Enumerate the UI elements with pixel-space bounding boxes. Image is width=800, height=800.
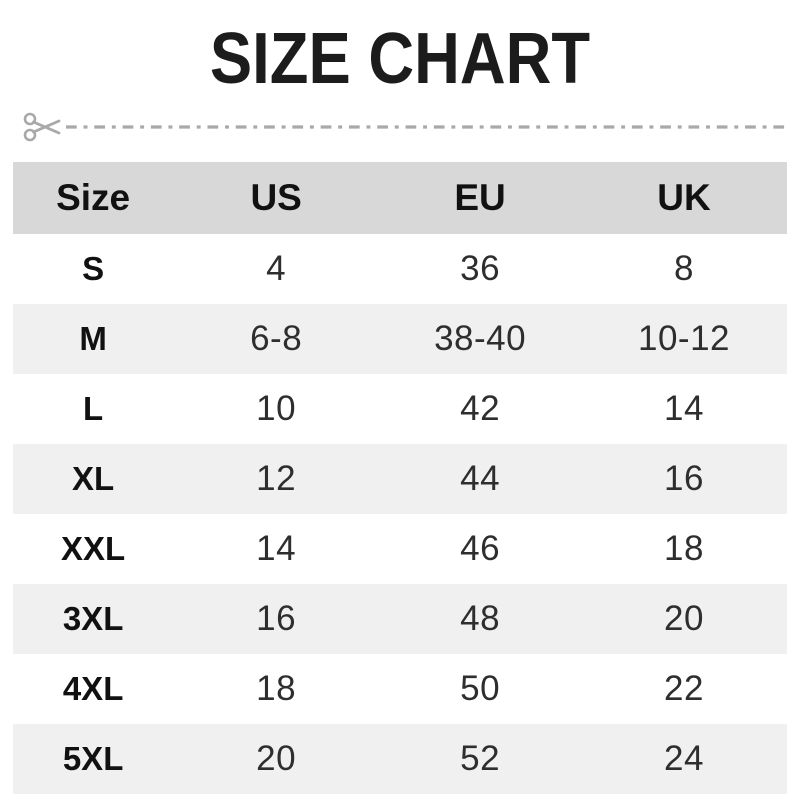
uk-value: 10-12 (638, 319, 731, 358)
table-row-4xl: 4XL 18 50 22 (13, 654, 787, 724)
us-value: 4 (266, 249, 287, 288)
uk-value: 18 (664, 529, 704, 568)
uk-value: 20 (664, 599, 704, 638)
table-row-s: S 4 36 8 (13, 234, 787, 304)
cut-line (22, 106, 788, 148)
eu-value: 48 (460, 599, 501, 638)
uk-value: 16 (664, 459, 704, 498)
size-chart-table: Size US EU UK S 4 36 8 M 6-8 38-40 10-12… (13, 162, 787, 794)
eu-value: 42 (460, 389, 501, 428)
eu-value: 50 (460, 669, 501, 708)
size-label: 4XL (62, 670, 124, 707)
us-value: 10 (256, 389, 297, 428)
table-row-l: L 10 42 14 (13, 374, 787, 444)
column-header-us: US (250, 177, 302, 218)
column-header-eu: EU (454, 177, 506, 218)
uk-value: 24 (664, 739, 704, 778)
table-header-row: Size US EU UK (13, 162, 787, 234)
eu-value: 38-40 (434, 319, 527, 358)
us-value: 18 (256, 669, 297, 708)
scissors-icon (23, 112, 61, 142)
size-label: 5XL (62, 740, 124, 777)
cut-dashed-line (66, 125, 788, 129)
page-title: SIZE CHART (0, 20, 800, 98)
page-title-text: SIZE CHART (209, 19, 591, 99)
eu-value: 52 (460, 739, 501, 778)
eu-value: 44 (460, 459, 501, 498)
size-label: M (79, 320, 107, 357)
table-row-m: M 6-8 38-40 10-12 (13, 304, 787, 374)
size-label: XXL (61, 530, 126, 567)
us-value: 16 (256, 599, 297, 638)
size-label: 3XL (62, 600, 124, 637)
eu-value: 36 (460, 249, 501, 288)
table-row-xxl: XXL 14 46 18 (13, 514, 787, 584)
table-row-5xl: 5XL 20 52 24 (13, 724, 787, 794)
column-header-uk: UK (657, 177, 711, 218)
us-value: 6-8 (250, 319, 303, 358)
size-label: XL (72, 460, 115, 497)
us-value: 20 (256, 739, 297, 778)
us-value: 14 (256, 529, 297, 568)
size-label: S (82, 250, 105, 287)
table-row-xl: XL 12 44 16 (13, 444, 787, 514)
table-row-3xl: 3XL 16 48 20 (13, 584, 787, 654)
eu-value: 46 (460, 529, 501, 568)
uk-value: 8 (674, 249, 694, 288)
us-value: 12 (256, 459, 297, 498)
column-header-size: Size (56, 177, 131, 218)
uk-value: 14 (664, 389, 704, 428)
size-label: L (83, 390, 104, 427)
uk-value: 22 (664, 669, 704, 708)
